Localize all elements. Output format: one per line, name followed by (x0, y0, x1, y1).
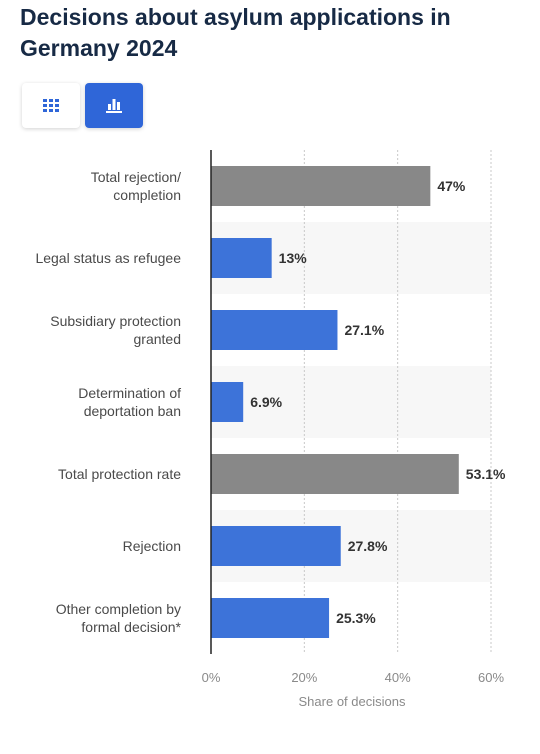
x-tick-label: 60% (478, 670, 504, 685)
value-label: 53.1% (466, 466, 506, 482)
category-label: Subsidiary protection granted (50, 313, 181, 347)
category-label-line: Determination of (78, 385, 181, 401)
category-label-line: deportation ban (84, 403, 181, 419)
category-label-line: Other completion by (56, 601, 181, 617)
value-label: 25.3% (336, 610, 376, 626)
category-label: Legal status as refugee (35, 250, 181, 266)
bar (211, 526, 341, 566)
bar (211, 238, 272, 278)
grid-table-icon (43, 99, 59, 112)
x-axis-title: Share of decisions (299, 694, 406, 709)
bar (211, 598, 330, 638)
table-view-button[interactable] (22, 83, 80, 128)
bar (211, 382, 244, 422)
category-label: Total protection rate (58, 466, 181, 482)
category-label-line: formal decision* (81, 619, 181, 635)
bar-chart-icon (106, 99, 122, 113)
x-tick-label: 0% (202, 670, 221, 685)
x-tick-label: 20% (291, 670, 317, 685)
chart-title: Decisions about asylum applications in G… (20, 4, 451, 61)
category-label-line: Total protection rate (58, 466, 181, 482)
category-label: Total rejection/completion (91, 169, 181, 203)
value-label: 27.1% (344, 322, 384, 338)
category-label-line: Subsidiary protection (50, 313, 181, 329)
category-label-line: granted (134, 331, 181, 347)
category-label-line: Total rejection/ (91, 169, 181, 185)
category-label-line: completion (113, 187, 181, 203)
bar-chart: 47% Total rejection/completion 13% Legal st… (35, 150, 506, 709)
category-label: Rejection (123, 538, 181, 554)
category-label: Determination of deportation ban (78, 385, 181, 419)
value-label: 47% (437, 178, 466, 194)
bar (211, 454, 459, 494)
bar (211, 310, 338, 350)
value-label: 13% (279, 250, 308, 266)
value-label: 6.9% (250, 394, 282, 410)
row-band (211, 366, 491, 438)
category-label-line: Legal status as refugee (35, 250, 181, 266)
category-label: Other completion by formal decision* (56, 601, 182, 635)
value-label: 27.8% (348, 538, 388, 554)
bar (211, 166, 431, 206)
x-tick-label: 40% (385, 670, 411, 685)
category-label-line: Rejection (123, 538, 181, 554)
chart-view-button[interactable] (85, 83, 143, 128)
